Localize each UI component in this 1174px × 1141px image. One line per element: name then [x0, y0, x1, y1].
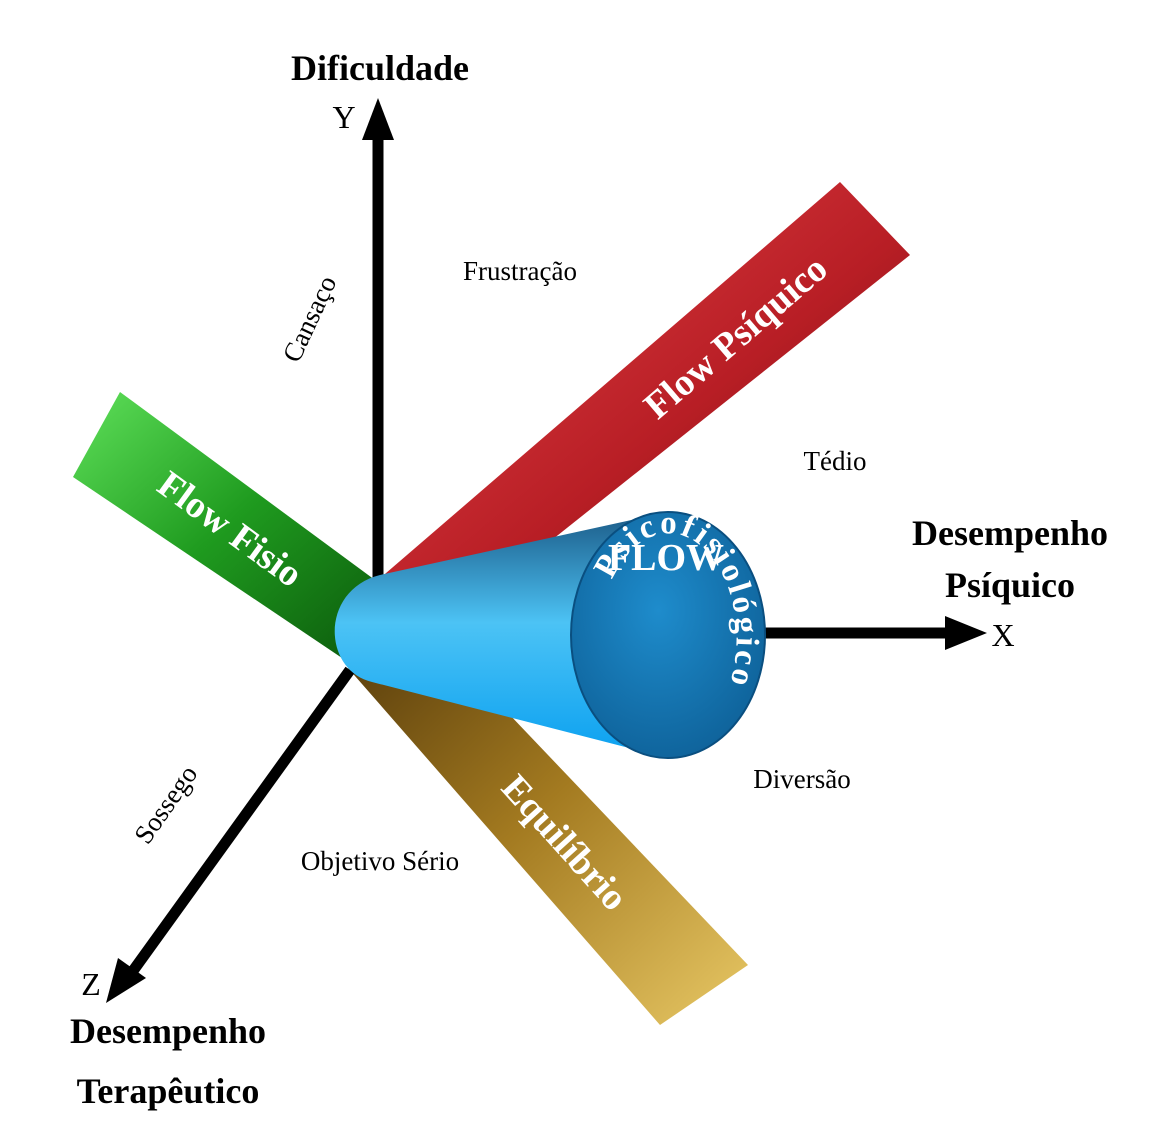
x-axis-letter: X [991, 617, 1014, 653]
z-axis-letter: Z [81, 966, 101, 1002]
y-axis-letter: Y [332, 99, 355, 135]
zone-cansaco: Cansaço [277, 271, 343, 367]
zone-frustracao: Frustração [463, 256, 577, 286]
z-axis-title-line2: Terapêutico [77, 1071, 260, 1111]
zone-diversao: Diversão [753, 764, 850, 794]
zone-objetivo-serio: Objetivo Sério [301, 846, 459, 876]
x-axis-title-line2: Psíquico [945, 565, 1075, 605]
y-axis-title: Dificuldade [291, 48, 469, 88]
flow-fisio-band: Flow Fisio [73, 392, 375, 660]
y-axis [362, 98, 394, 582]
z-axis [106, 666, 355, 1003]
z-axis-title-line1: Desempenho [70, 1011, 266, 1051]
zone-tedio: Tédio [804, 446, 867, 476]
flow-cone: FLOW Psicofisiológico [334, 505, 766, 759]
x-axis [755, 616, 987, 650]
x-axis-title-line1: Desempenho [912, 513, 1108, 553]
flow-title: FLOW [608, 537, 724, 579]
zone-sossego: Sossego [128, 760, 203, 850]
